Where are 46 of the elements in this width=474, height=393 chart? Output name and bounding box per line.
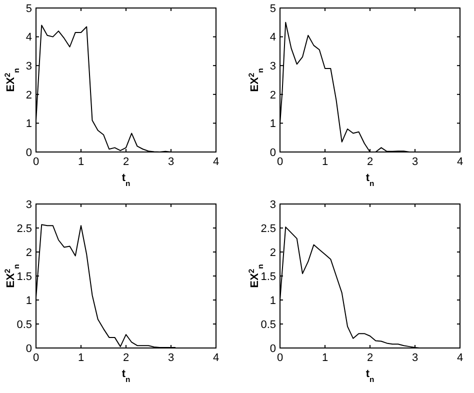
y-tick-label: 0 [270,342,276,355]
x-axis-title: t$_{n}$ [366,172,374,188]
x-axis-title: t$_{n}$ [366,368,374,384]
x-tick-label: 3 [168,352,174,364]
y-tick-label: 2.5 [260,222,276,235]
x-tick-label: 2 [366,156,374,168]
x-tick-label: 4 [456,156,464,168]
y-tick-label: 0 [26,342,32,355]
x-tick-label: 2 [122,352,130,364]
y-tick-label: 0 [270,146,276,159]
y-tick-label: 2 [26,246,32,259]
y-tick-label: 0.5 [16,318,32,331]
y-tick-label: 2.5 [16,222,32,235]
x-tick-label: 3 [412,156,418,168]
y-tick-label: 4 [270,32,276,44]
y-tick-label: 0 [26,146,32,159]
x-axis-title: t$_{n}$ [122,368,130,384]
x-tick-label: 1 [322,352,328,364]
x-axis-title: t$_{n}$ [122,172,130,188]
y-tick-label: 1 [270,294,276,307]
y-tick-label: 5 [26,2,32,15]
x-tick-label: 2 [366,352,374,364]
x-tick-label: 4 [212,156,220,168]
y-tick-label: 1.5 [16,270,32,283]
y-tick-label: 3 [270,60,276,72]
y-tick-label: 1 [26,118,32,130]
x-tick-label: 1 [322,156,328,168]
y-tick-label: 3 [26,60,32,72]
y-tick-label: 1 [270,118,276,130]
x-tick-label: 3 [168,156,174,168]
x-tick-label: 4 [212,352,220,364]
y-tick-label: 3 [26,198,32,211]
x-tick-label: 1 [78,352,84,364]
y-tick-label: 2 [270,246,276,259]
x-tick-label: 3 [412,352,418,364]
y-tick-label: 2 [270,89,276,102]
y-tick-label: 4 [26,32,32,44]
y-tick-label: 1 [26,294,32,307]
x-tick-label: 4 [456,352,464,364]
x-tick-label: 2 [122,156,130,168]
y-tick-label: 3 [270,198,276,211]
x-tick-label: 1 [78,156,84,168]
y-tick-label: 2 [26,89,32,102]
y-tick-label: 5 [270,2,276,15]
y-tick-label: 0.5 [260,318,276,331]
y-tick-label: 1.5 [260,270,276,283]
